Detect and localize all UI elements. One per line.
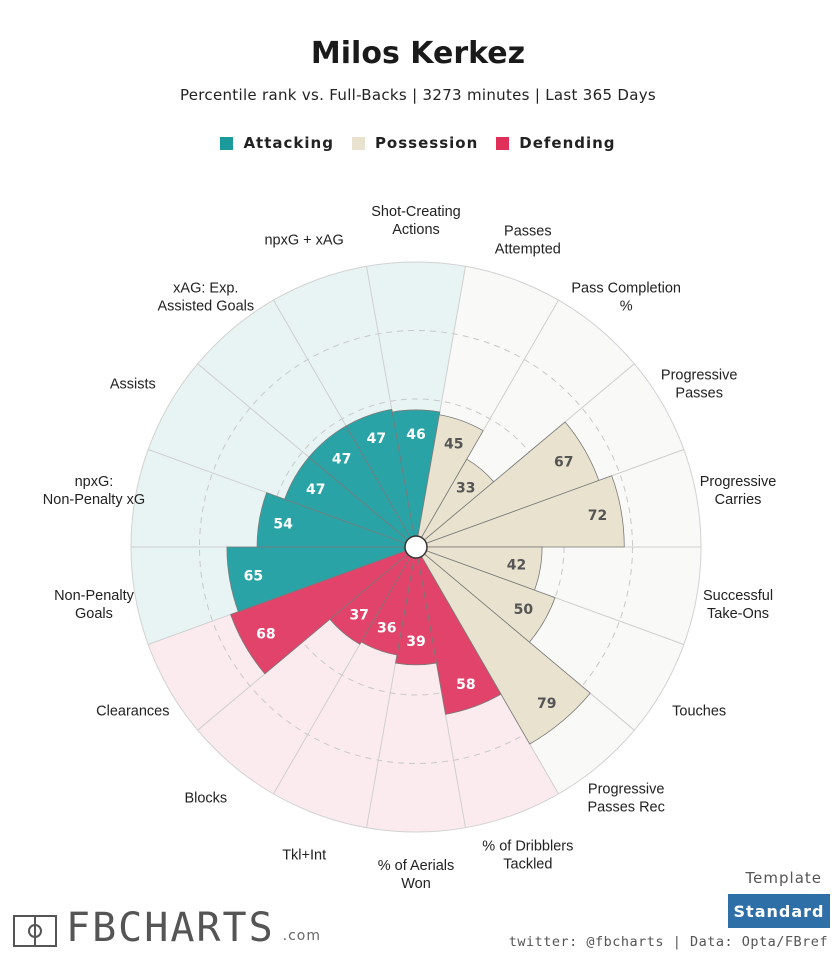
stat-label-of-dribblers-tackled: % of Dribblers Tackled <box>482 838 573 872</box>
legend-label-possession: Possession <box>374 134 479 152</box>
value-label-xag-exp-assisted-goals: 47 <box>332 451 351 467</box>
template-button[interactable]: Standard <box>728 894 830 928</box>
brand-domain: .com <box>282 928 322 944</box>
stat-label-npxg-non-penalty-xg: npxG: Non-Penalty xG <box>43 474 145 508</box>
credit-text: twitter: @fbcharts | Data: Opta/FBref <box>508 934 828 950</box>
value-label-progressive-passes: 67 <box>554 455 573 471</box>
center-hub <box>404 535 428 559</box>
value-label-clearances: 68 <box>256 627 275 643</box>
legend-item-defending: Defending <box>496 134 615 152</box>
brand-logo: FBCHARTS .com <box>12 908 321 948</box>
stat-label-touches: Touches <box>672 704 726 720</box>
legend-label-attacking: Attacking <box>243 134 334 152</box>
value-label-successful-take-ons: 42 <box>507 558 526 574</box>
legend-item-attacking: Attacking <box>220 134 334 152</box>
stat-label-assists: Assists <box>110 377 156 393</box>
value-label-blocks: 37 <box>349 608 368 624</box>
value-label-passes-attempted: 45 <box>444 436 463 452</box>
value-label-of-aerials-won: 39 <box>406 634 425 650</box>
chart-subtitle: Percentile rank vs. Full-Backs | 3273 mi… <box>179 86 657 104</box>
value-label-progressive-passes-rec: 79 <box>537 696 556 712</box>
value-label-touches: 50 <box>514 602 534 618</box>
value-label-npxg-xag: 47 <box>367 431 386 447</box>
value-label-progressive-carries: 72 <box>588 508 607 524</box>
chart-title: Milos Kerkez <box>310 36 526 71</box>
stat-label-non-penalty-goals: Non-Penalty Goals <box>54 588 135 622</box>
stat-label-blocks: Blocks <box>184 790 227 806</box>
legend-swatch-attacking <box>220 136 234 150</box>
legend-swatch-possession <box>351 136 365 150</box>
stat-label-tkl-int: Tkl+Int <box>282 847 326 863</box>
value-label-pass-completion: 33 <box>456 481 475 497</box>
stat-label-passes-attempted: Passes Attempted <box>495 224 561 258</box>
value-label-tkl-int: 36 <box>377 620 396 636</box>
template-label: Template <box>745 869 822 887</box>
value-label-shot-creating-actions: 46 <box>406 427 425 443</box>
stat-label-pass-completion: Pass Completion% <box>571 281 681 315</box>
stat-label-progressive-passes-rec: Progressive Passes Rec <box>588 781 665 815</box>
legend: Attacking Possession Defending <box>0 134 836 152</box>
value-label-non-penalty-goals: 65 <box>244 569 263 585</box>
stat-label-npxg-xag: npxG + xAG <box>264 233 343 249</box>
stat-label-progressive-passes: Progressive Passes <box>661 368 738 402</box>
legend-item-possession: Possession <box>351 134 479 152</box>
stat-label-successful-take-ons: Successful Take-Ons <box>703 588 773 622</box>
stat-label-clearances: Clearances <box>96 704 169 720</box>
legend-label-defending: Defending <box>519 134 616 152</box>
stat-label-shot-creating-actions: Shot-Creating Actions <box>371 204 460 238</box>
stat-label-xag-exp-assisted-goals: xAG: Exp. Assisted Goals <box>157 281 254 315</box>
value-label-assists: 47 <box>306 482 325 498</box>
stat-label-of-aerials-won: % of Aerials Won <box>378 858 455 892</box>
value-label-of-dribblers-tackled: 58 <box>456 677 475 693</box>
legend-swatch-defending <box>496 136 510 150</box>
value-label-npxg-non-penalty-xg: 54 <box>273 517 293 533</box>
brand-name: FBCHARTS <box>66 905 275 951</box>
stat-label-progressive-carries: Progressive Carries <box>700 474 777 508</box>
pitch-icon <box>13 915 57 947</box>
